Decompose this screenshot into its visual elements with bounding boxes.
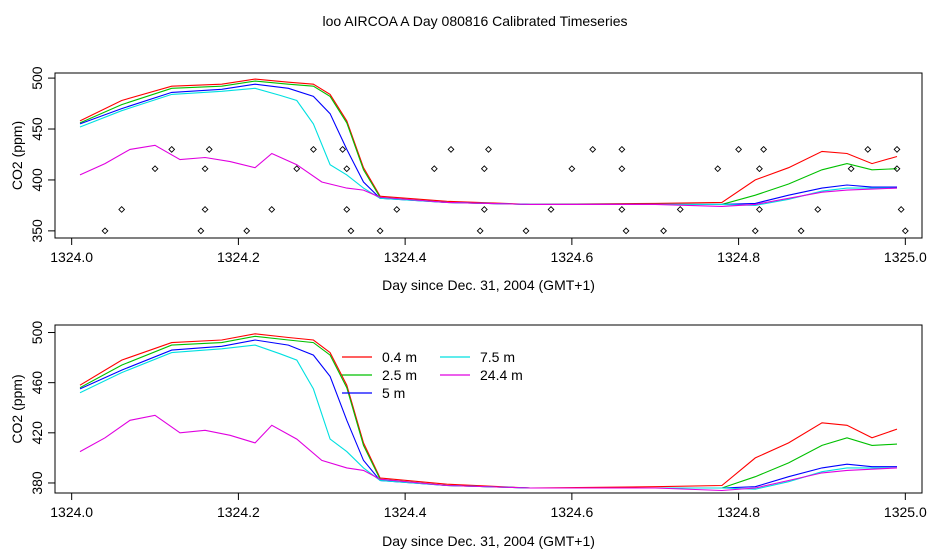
- plot-frame: [54, 324, 923, 494]
- data-marker: [480, 165, 488, 173]
- data-marker: [197, 227, 205, 235]
- data-marker: [751, 227, 759, 235]
- data-marker: [847, 165, 855, 173]
- data-marker: [522, 227, 530, 235]
- plot-frame: [54, 72, 923, 239]
- y-tick-label: 460: [29, 371, 45, 395]
- x-axis-label: Day since Dec. 31, 2004 (GMT+1): [382, 277, 595, 293]
- x-tick-label: 1324.4: [384, 249, 427, 265]
- data-marker: [101, 227, 109, 235]
- data-marker: [618, 145, 626, 153]
- data-marker: [201, 165, 209, 173]
- data-marker: [589, 145, 597, 153]
- bottom-panel: 1324.0 1324.2 1324.4 1324.6 1324.8 1325.0 380 4…: [9, 321, 927, 549]
- data-marker: [901, 227, 909, 235]
- data-marker: [201, 206, 209, 213]
- data-marker: [339, 145, 347, 153]
- data-marker: [393, 206, 401, 213]
- data-marker: [760, 145, 768, 153]
- data-marker: [714, 165, 722, 173]
- data-marker: [430, 165, 438, 173]
- data-marker: [660, 227, 668, 235]
- data-marker: [293, 165, 301, 173]
- data-marker: [676, 206, 684, 213]
- x-tick-label: 1324.2: [217, 504, 260, 520]
- y-axis-label: CO2 (ppm): [9, 374, 25, 443]
- figure-title: loo AIRCOA A Day 080816 Calibrated Times…: [322, 13, 627, 29]
- series-line-0-4-m: [79, 78, 898, 205]
- data-marker: [622, 227, 630, 235]
- series-line-2-5-m: [79, 80, 898, 205]
- legend: 0.4 m 2.5 m 5 m 7.5 m 24.4 m: [342, 349, 523, 401]
- x-tick-label: 1324.6: [550, 249, 593, 265]
- data-marker: [618, 165, 626, 173]
- x-tick-label: 1324.8: [717, 504, 760, 520]
- data-marker: [864, 145, 872, 153]
- y-tick-label: 500: [29, 321, 45, 345]
- data-marker: [343, 165, 351, 173]
- y-tick-label: 350: [29, 219, 45, 243]
- data-marker: [268, 206, 276, 213]
- legend-label-0-4-m: 0.4 m: [382, 349, 417, 365]
- data-marker: [168, 145, 176, 153]
- data-marker: [480, 206, 488, 213]
- data-marker: [814, 206, 822, 213]
- data-marker: [485, 145, 492, 153]
- y-tick-label: 400: [29, 168, 45, 192]
- data-marker: [151, 165, 159, 173]
- y-tick-label: 500: [29, 66, 45, 90]
- data-marker: [376, 227, 384, 235]
- x-tick-label: 1324.6: [550, 504, 593, 520]
- y-axis-label: CO2 (ppm): [9, 121, 25, 190]
- data-marker: [618, 206, 626, 213]
- data-marker: [897, 206, 905, 213]
- legend-label-7-5-m: 7.5 m: [480, 349, 515, 365]
- x-tick-label: 1325.0: [884, 504, 927, 520]
- legend-label-24-4-m: 24.4 m: [480, 367, 523, 383]
- y-tick-label: 380: [29, 471, 45, 495]
- top-panel: 1324.0 1324.2 1324.4 1324.6 1324.8 1325.0 350 4…: [9, 66, 927, 293]
- x-tick-label: 1324.4: [384, 504, 427, 520]
- data-marker: [347, 227, 355, 235]
- plot-area: [79, 78, 909, 235]
- data-marker: [343, 206, 351, 213]
- plot-area: [79, 333, 898, 492]
- y-tick-label: 420: [29, 421, 45, 445]
- x-tick-label: 1324.8: [717, 249, 760, 265]
- data-marker: [735, 145, 743, 153]
- data-marker: [205, 145, 213, 153]
- data-marker: [756, 206, 763, 213]
- data-marker: [243, 227, 251, 235]
- data-marker: [309, 145, 317, 153]
- legend-label-5-m: 5 m: [382, 385, 405, 401]
- series-line-24-4-m: [79, 144, 898, 207]
- data-marker: [118, 206, 126, 213]
- data-marker: [893, 165, 901, 173]
- y-tick-label: 450: [29, 117, 45, 141]
- data-marker: [568, 165, 576, 173]
- data-marker: [547, 206, 555, 213]
- data-marker: [447, 145, 455, 153]
- x-tick-label: 1324.2: [217, 249, 260, 265]
- legend-label-2-5-m: 2.5 m: [382, 367, 417, 383]
- data-marker: [797, 227, 805, 235]
- x-axis-label: Day since Dec. 31, 2004 (GMT+1): [382, 533, 595, 549]
- data-marker: [893, 145, 901, 153]
- data-marker: [756, 165, 763, 173]
- series-line-5-m: [79, 83, 897, 205]
- x-tick-label: 1324.0: [50, 249, 93, 265]
- x-tick-label: 1325.0: [884, 249, 927, 265]
- series-line-24-4-m: [79, 414, 898, 492]
- data-marker: [476, 227, 484, 235]
- x-tick-label: 1324.0: [50, 504, 93, 520]
